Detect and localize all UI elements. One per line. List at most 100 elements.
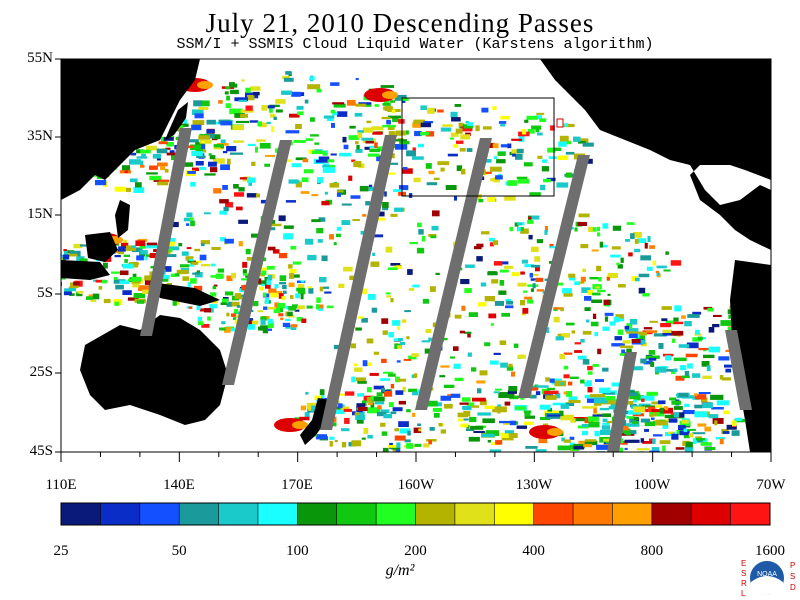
cloud-patch bbox=[199, 308, 207, 312]
cloud-patch bbox=[625, 401, 634, 405]
cloud-patch bbox=[644, 428, 649, 432]
cloud-patch bbox=[466, 148, 473, 152]
cloud-patch bbox=[414, 443, 422, 447]
cloud-patch bbox=[509, 226, 514, 232]
cloud-patch bbox=[503, 422, 515, 425]
cloud-patch bbox=[67, 253, 78, 257]
cloud-patch bbox=[661, 318, 668, 322]
cloud-patch bbox=[349, 125, 356, 129]
cloud-patch bbox=[528, 234, 533, 240]
cloud-patch bbox=[170, 273, 176, 277]
cloud-patch bbox=[610, 254, 621, 258]
cloud-patch bbox=[334, 440, 338, 443]
cloud-patch bbox=[342, 136, 347, 143]
cloud-patch bbox=[558, 155, 569, 160]
cloud-patch bbox=[713, 314, 722, 317]
cloud-patch bbox=[577, 222, 587, 226]
cloud-patch bbox=[195, 161, 204, 166]
cloud-patch bbox=[524, 411, 531, 417]
cloud-patch bbox=[399, 141, 410, 145]
cloud-patch bbox=[80, 244, 90, 247]
cloud-patch bbox=[487, 196, 496, 202]
cloud-patch bbox=[149, 175, 162, 181]
cloud-patch bbox=[646, 266, 653, 271]
cloud-patch bbox=[572, 461, 585, 464]
cloud-patch bbox=[707, 307, 714, 312]
cloud-patch bbox=[522, 129, 527, 135]
cloud-patch bbox=[199, 166, 207, 170]
cloud-patch bbox=[220, 237, 226, 242]
cloud-patch bbox=[425, 329, 432, 334]
cloud-patch bbox=[203, 212, 211, 215]
cloud-patch bbox=[330, 109, 336, 114]
cloud-patch bbox=[719, 375, 724, 380]
cloud-patch bbox=[626, 432, 631, 436]
cloud-patch bbox=[683, 434, 690, 439]
cloud-patch bbox=[382, 125, 396, 128]
cloud-patch bbox=[526, 454, 537, 457]
cloud-patch bbox=[92, 293, 100, 300]
cloud-patch bbox=[484, 342, 491, 347]
cloud-patch bbox=[390, 263, 401, 266]
cloud-patch bbox=[247, 320, 253, 326]
cloud-patch bbox=[439, 375, 446, 378]
cloud-patch bbox=[537, 458, 543, 461]
cloud-patch bbox=[246, 193, 257, 198]
cloud-patch bbox=[643, 327, 653, 330]
cloud-patch bbox=[598, 277, 602, 282]
cloud-patch bbox=[668, 431, 674, 434]
cloud-patch bbox=[775, 358, 784, 362]
cloud-patch bbox=[407, 269, 413, 275]
cloud-patch bbox=[290, 324, 298, 328]
cloud-patch bbox=[362, 127, 374, 133]
cloud-patch bbox=[653, 333, 667, 337]
cloud-patch bbox=[573, 136, 581, 142]
cloud-patch bbox=[358, 316, 364, 319]
cloud-patch bbox=[492, 240, 499, 246]
cloud-patch bbox=[570, 376, 579, 379]
cloud-patch bbox=[341, 220, 351, 225]
cloud-patch bbox=[423, 443, 430, 448]
cloud-patch bbox=[380, 409, 390, 413]
cloud-patch bbox=[563, 365, 569, 370]
cloud-patch bbox=[584, 158, 593, 164]
cloud-patch bbox=[219, 327, 226, 331]
cloud-patch bbox=[732, 420, 737, 427]
cloud-patch bbox=[674, 305, 682, 312]
cloud-patch bbox=[262, 328, 268, 334]
cloud-patch bbox=[281, 296, 286, 301]
cloud-patch bbox=[222, 298, 229, 304]
cloud-patch bbox=[267, 274, 273, 281]
cloud-patch bbox=[279, 306, 283, 313]
cloud-patch bbox=[620, 345, 634, 349]
cloud-patch bbox=[469, 405, 480, 408]
cloud-patch bbox=[467, 333, 471, 338]
cloud-patch bbox=[602, 392, 615, 395]
colorbar-swatch bbox=[218, 503, 259, 525]
cloud-patch bbox=[712, 418, 724, 424]
cloud-patch bbox=[629, 318, 638, 325]
cloud-patch bbox=[574, 350, 583, 353]
cloud-patch bbox=[140, 149, 151, 154]
cloud-patch bbox=[268, 288, 277, 294]
cloud-patch bbox=[385, 292, 391, 295]
cloud-patch bbox=[587, 371, 593, 375]
cloud-patch bbox=[242, 269, 247, 274]
cloud-patch bbox=[512, 150, 516, 157]
cloud-patch bbox=[164, 168, 169, 173]
cloud-patch bbox=[472, 397, 486, 402]
cloud-patch bbox=[626, 348, 632, 355]
cloud-patch bbox=[593, 408, 597, 413]
cloud-patch bbox=[590, 394, 606, 398]
cloud-patch bbox=[289, 269, 297, 274]
cloud-patch bbox=[359, 185, 369, 192]
cloud-patch bbox=[280, 317, 284, 321]
cloud-patch bbox=[443, 403, 453, 409]
cloud-patch bbox=[703, 354, 715, 359]
cloud-patch bbox=[166, 282, 171, 286]
cloud-patch bbox=[685, 441, 693, 448]
cloud-patch bbox=[571, 330, 576, 334]
cloud-patch bbox=[616, 428, 631, 434]
cloud-patch bbox=[425, 131, 435, 137]
cloud-patch bbox=[133, 293, 145, 299]
